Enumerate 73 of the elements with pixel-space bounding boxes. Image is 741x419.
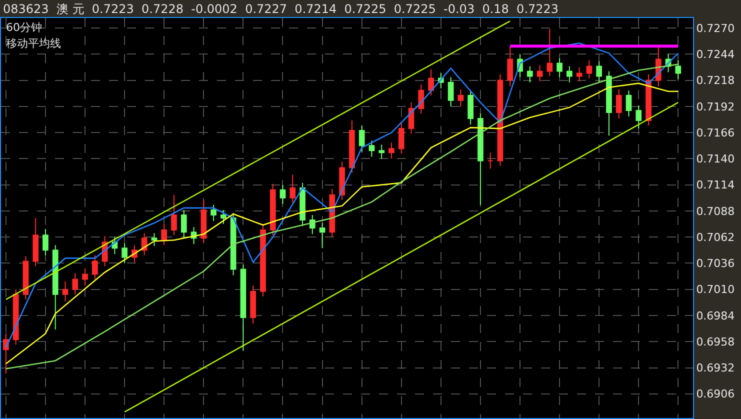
candlestick xyxy=(596,60,602,83)
candlestick xyxy=(200,199,207,244)
candlestick xyxy=(468,90,474,126)
candlestick xyxy=(82,268,88,286)
candlestick xyxy=(616,88,622,119)
candlestick xyxy=(12,288,19,346)
candlestick xyxy=(398,122,404,154)
candlestick xyxy=(388,142,394,160)
y-tick-label: 0.7036 xyxy=(696,257,735,270)
candlestick xyxy=(240,264,246,352)
candlestick xyxy=(507,46,514,87)
candlestick xyxy=(171,194,177,236)
candlestick xyxy=(250,284,256,324)
candlestick xyxy=(319,222,326,249)
y-tick-label: 0.7062 xyxy=(696,230,735,244)
annotation: 60分钟 xyxy=(6,21,42,34)
candlestick xyxy=(42,228,48,256)
candlestick xyxy=(556,58,562,78)
candlestick xyxy=(646,74,652,126)
candlestick xyxy=(62,280,68,302)
y-tick-label: 0.6906 xyxy=(696,388,735,401)
candlestick xyxy=(270,183,276,236)
candlestick xyxy=(636,104,642,130)
y-tick-label: 0.7270 xyxy=(696,22,735,35)
candlestick xyxy=(92,254,98,280)
candlestick xyxy=(487,152,494,170)
candlestick xyxy=(122,242,128,264)
candlestick xyxy=(290,174,296,204)
candlestick xyxy=(526,66,533,83)
y-tick-label: 0.6932 xyxy=(696,362,735,375)
candlestick xyxy=(22,256,29,300)
candlestick xyxy=(418,84,424,114)
candlestick xyxy=(626,90,632,117)
candlestick xyxy=(368,140,375,158)
candlestick xyxy=(3,333,9,374)
candlestick xyxy=(448,76,454,107)
candlestick xyxy=(576,66,582,82)
y-tick-label: 0.6958 xyxy=(696,335,735,348)
y-tick-label: 0.6984 xyxy=(696,309,735,322)
candlestick xyxy=(428,68,434,96)
y-tick-label: 0.7192 xyxy=(696,100,735,114)
candlestick xyxy=(458,88,464,107)
candlestick xyxy=(280,184,286,204)
text: 083623 澳 元 0.7223 0.7228 -0.0002 0.7227 0.7214 0.7225 0.7225 -0.03 0.18 0.7223 xyxy=(3,2,559,16)
candlestick xyxy=(220,209,226,225)
candlestick xyxy=(358,125,365,152)
annotation: 移动平均线 xyxy=(6,37,61,50)
y-tick-label: 0.7114 xyxy=(696,178,735,192)
candlestick xyxy=(536,64,543,82)
candlestick xyxy=(586,60,592,79)
candlestick xyxy=(675,60,682,80)
y-tick-label: 0.7140 xyxy=(696,152,735,166)
candlestick xyxy=(566,66,572,83)
candlestick xyxy=(339,161,345,200)
candlestick xyxy=(546,28,553,77)
candlestick xyxy=(260,224,266,297)
candlestick xyxy=(606,70,612,136)
candlestick xyxy=(180,209,187,239)
y-tick-label: 0.7218 xyxy=(696,74,735,88)
candlestick xyxy=(378,144,385,160)
y-tick-label: 0.7010 xyxy=(696,283,735,296)
candlestick xyxy=(478,112,484,206)
candlestick xyxy=(52,244,58,330)
candlestick xyxy=(349,120,355,174)
y-tick-label: 0.7088 xyxy=(696,204,735,218)
candlestick xyxy=(161,224,168,246)
candlestick xyxy=(210,204,216,222)
candlestick xyxy=(151,232,158,247)
y-tick-label: 0.7244 xyxy=(696,48,735,62)
candlestick xyxy=(72,272,78,295)
candlestick xyxy=(32,218,39,267)
candlestick xyxy=(300,182,306,227)
y-tick-label: 0.7166 xyxy=(696,126,735,140)
